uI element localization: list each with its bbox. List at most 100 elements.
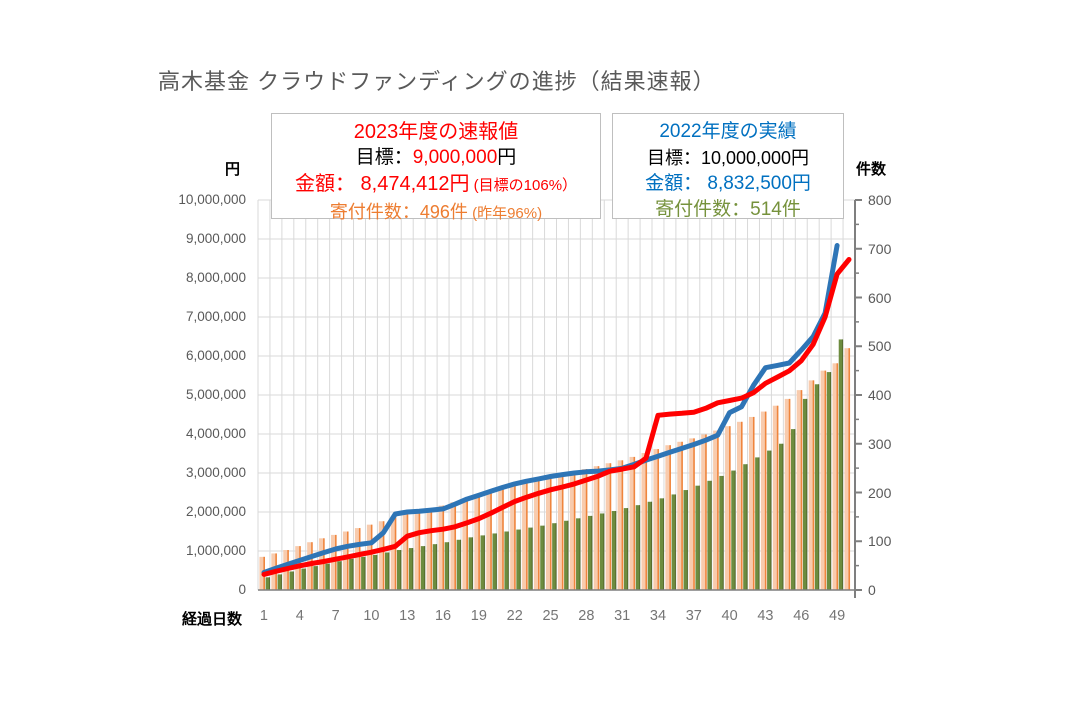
bar-count-2023-edge bbox=[633, 456, 636, 590]
bar-count-2022 bbox=[432, 544, 437, 590]
goal-value: 9,000,000 bbox=[412, 147, 498, 168]
bar-count-2022-edge bbox=[579, 518, 581, 590]
bar-count-2022 bbox=[492, 533, 497, 590]
bar-count-2023-edge bbox=[418, 511, 421, 590]
bar-count-2022-edge bbox=[651, 501, 653, 590]
bar-count-2023-edge bbox=[681, 441, 683, 590]
bar-count-2023-edge bbox=[394, 517, 397, 590]
bar-count-2023 bbox=[522, 482, 528, 590]
bar-count-2023-edge bbox=[609, 463, 612, 590]
bar-count-2022 bbox=[767, 450, 772, 590]
bar-count-2023 bbox=[354, 528, 361, 590]
bar-count-2023 bbox=[605, 463, 612, 590]
bar-count-2023 bbox=[725, 426, 731, 590]
bar-count-2023 bbox=[342, 531, 349, 590]
bar-count-2022 bbox=[611, 511, 617, 590]
bar-count-2023 bbox=[713, 430, 719, 590]
bar-count-2023 bbox=[331, 534, 337, 590]
bar-count-2022 bbox=[683, 490, 688, 590]
bar-count-2022 bbox=[361, 556, 366, 590]
line-amount-2022 bbox=[261, 243, 840, 575]
bar-count-2022 bbox=[826, 372, 831, 590]
bar-count-2022-edge bbox=[567, 520, 569, 590]
x-axis-tick-label: 22 bbox=[506, 608, 523, 624]
bar-count-2023 bbox=[653, 449, 659, 590]
bar-count-2022 bbox=[265, 577, 270, 590]
bar-count-2023-edge bbox=[585, 469, 588, 590]
info-box-2023-goal: 目標：9,000,000円 bbox=[272, 145, 600, 171]
x-axis-tick-label: 46 bbox=[793, 608, 810, 624]
info-box-2023-count: 寄付件数：496件 (昨年96%) bbox=[272, 199, 600, 227]
left-axis-tick-label: 3,000,000 bbox=[185, 465, 246, 480]
x-axis-tick-label: 10 bbox=[363, 608, 380, 624]
bar-count-2022-edge bbox=[639, 505, 641, 590]
bar-count-2022-edge bbox=[316, 566, 318, 590]
bar-count-2023 bbox=[796, 390, 803, 590]
bar-count-2022-edge bbox=[400, 550, 402, 590]
bar-count-2022-edge bbox=[830, 372, 832, 590]
bar-count-2022-edge bbox=[615, 511, 617, 590]
bar-count-2023 bbox=[510, 485, 516, 590]
right-axis-tick-label: 600 bbox=[868, 289, 892, 306]
right-axis-tick-label: 100 bbox=[868, 533, 892, 550]
bar-count-2023 bbox=[677, 441, 683, 590]
bar-count-2023-edge bbox=[370, 524, 373, 590]
bar-count-2022-edge bbox=[591, 515, 593, 590]
x-axis-tick-label: 43 bbox=[757, 608, 774, 624]
x-axis-tick-label: 31 bbox=[614, 608, 631, 624]
bar-count-2022 bbox=[313, 566, 318, 590]
bar-count-2022-edge bbox=[364, 556, 366, 590]
info-box-2022-count: 寄付件数：514件 bbox=[655, 199, 801, 220]
bar-count-2023-edge bbox=[812, 380, 815, 590]
bar-count-2022-edge bbox=[519, 529, 521, 590]
bar-count-2023 bbox=[701, 434, 707, 590]
bar-count-2023-edge bbox=[406, 514, 409, 590]
left-axis-tick-label: 0 bbox=[238, 582, 246, 597]
bar-count-2023 bbox=[474, 495, 480, 590]
bar-count-2022-edge bbox=[722, 475, 724, 590]
bar-count-2022 bbox=[349, 558, 354, 590]
bar-count-2022-edge bbox=[686, 490, 688, 590]
left-axis-tick-label: 5,000,000 bbox=[185, 387, 246, 402]
bar-count-2023-edge bbox=[502, 488, 504, 590]
bar-count-2022 bbox=[516, 529, 521, 590]
bar-count-2023-edge bbox=[335, 534, 337, 590]
x-axis-tick-label: 40 bbox=[721, 608, 738, 624]
bar-count-2022-edge bbox=[304, 568, 306, 590]
bar-count-2023-edge bbox=[478, 495, 480, 590]
x-axis-tick-label: 7 bbox=[331, 608, 340, 624]
bar-count-2023 bbox=[760, 411, 767, 590]
bar-count-2022-edge bbox=[495, 533, 497, 590]
bar-count-2022-edge bbox=[292, 571, 294, 590]
bar-count-2023 bbox=[808, 380, 815, 590]
count-note: (昨年96%) bbox=[467, 205, 543, 222]
left-axis-tick-label: 1,000,000 bbox=[185, 543, 246, 558]
bar-count-2023 bbox=[593, 466, 600, 590]
bar-count-2023 bbox=[438, 505, 444, 590]
bar-count-2023-edge bbox=[549, 476, 552, 590]
left-axis-tick-label: 10,000,000 bbox=[178, 192, 246, 207]
bar-count-2023 bbox=[832, 363, 838, 590]
bar-count-2022-edge bbox=[627, 508, 629, 590]
bar-count-2023 bbox=[426, 508, 432, 590]
bar-count-2022 bbox=[468, 537, 473, 590]
bar-count-2022 bbox=[408, 548, 414, 590]
bar-count-2023 bbox=[772, 405, 779, 590]
bar-count-2022 bbox=[707, 480, 712, 590]
bar-count-2022 bbox=[504, 531, 509, 590]
bar-count-2022 bbox=[599, 513, 605, 590]
bar-count-2023-edge bbox=[693, 438, 695, 590]
bar-count-2022-edge bbox=[543, 525, 545, 590]
bar-count-2022-edge bbox=[448, 542, 450, 590]
x-axis-tick-label: 49 bbox=[829, 608, 846, 624]
bar-count-2023 bbox=[641, 453, 647, 590]
right-axis-tick-label: 700 bbox=[868, 240, 892, 257]
bar-count-2022 bbox=[301, 568, 306, 590]
bar-count-2022-edge bbox=[806, 398, 808, 590]
bar-count-2023-edge bbox=[657, 449, 660, 590]
bar-count-2022-edge bbox=[531, 527, 533, 590]
bar-count-2022-edge bbox=[663, 498, 665, 590]
left-axis-tick-label: 6,000,000 bbox=[185, 348, 246, 363]
info-box-2023-heading: 2023年度の速報値 bbox=[353, 121, 519, 143]
